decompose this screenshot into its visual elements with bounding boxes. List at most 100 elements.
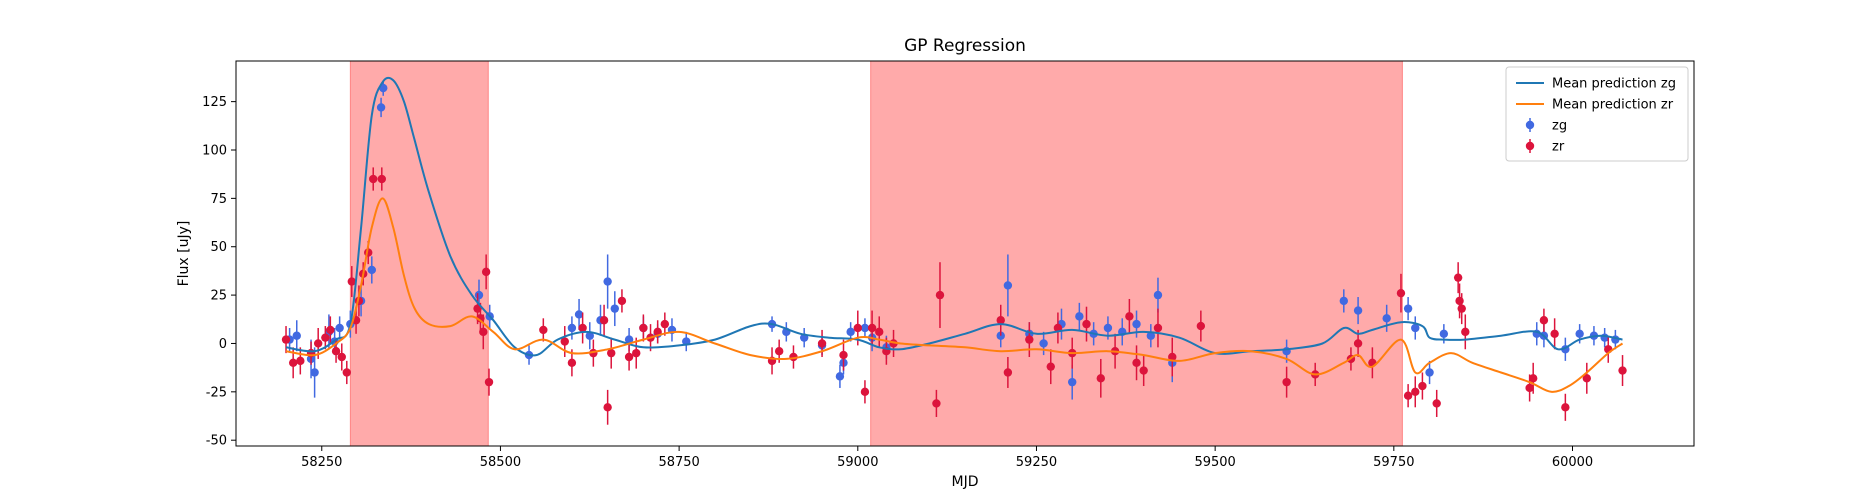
zr-point xyxy=(1132,358,1141,368)
y-tick-label: -25 xyxy=(206,385,227,400)
zg-point xyxy=(1039,339,1048,348)
y-tick-label: 50 xyxy=(210,240,227,255)
zr-point xyxy=(853,323,862,333)
zr-point xyxy=(1432,399,1441,408)
zr-point xyxy=(1125,312,1134,321)
zr-point xyxy=(617,296,627,306)
zg-point xyxy=(624,335,634,344)
zg-point xyxy=(1003,281,1013,290)
zg-point xyxy=(1353,306,1363,315)
zr-point xyxy=(484,377,494,387)
zg-point xyxy=(574,310,584,319)
zr-point xyxy=(1618,366,1627,375)
zr-point xyxy=(1411,387,1420,397)
zg-point xyxy=(310,368,319,377)
zg-point xyxy=(1575,329,1584,338)
mean-line-zr xyxy=(285,197,1624,393)
zr-point xyxy=(1003,368,1013,377)
mean-line-zg xyxy=(285,76,1623,357)
zr-point xyxy=(1461,327,1470,337)
shaded-region-1 xyxy=(349,60,489,447)
zr-point xyxy=(1139,366,1148,375)
x-tick-label: 58500 xyxy=(480,455,521,470)
zg-point xyxy=(292,331,301,340)
zr-point xyxy=(1457,304,1466,313)
zr-point xyxy=(481,267,491,277)
zg-point xyxy=(1075,312,1084,321)
zg-point xyxy=(846,327,855,337)
zr-point xyxy=(342,368,351,377)
zr-point xyxy=(1096,374,1105,383)
x-tick-label: 60000 xyxy=(1552,455,1593,470)
legend-entry-label: zr xyxy=(1552,140,1565,155)
zr-point xyxy=(624,352,634,362)
chart-title: GP Regression xyxy=(904,36,1026,56)
x-axis-ticks: 58250 58500 58750 59000 59250 59500 59750 60000 xyxy=(301,446,1593,470)
zr-point xyxy=(817,339,827,348)
y-tick-label: 75 xyxy=(210,192,227,207)
zg-point xyxy=(1403,304,1413,313)
zg-point xyxy=(376,103,386,112)
plot-frame xyxy=(235,60,1695,447)
zg-point xyxy=(1132,319,1141,329)
zr-point xyxy=(875,327,884,337)
y-tick-label: 25 xyxy=(210,289,227,304)
zr-point xyxy=(337,352,346,362)
zr-point xyxy=(369,174,378,184)
x-tick-label: 58250 xyxy=(301,455,342,470)
zr-point xyxy=(860,387,870,397)
y-tick-label: 0 xyxy=(219,337,227,352)
x-tick-label: 59250 xyxy=(1016,455,1057,470)
zr-point xyxy=(632,348,641,358)
zg-point xyxy=(1339,296,1348,306)
legend-marker-swatch xyxy=(1525,141,1535,151)
shaded-region-2 xyxy=(870,60,1403,447)
zr-point xyxy=(996,316,1005,325)
zr-point xyxy=(639,323,648,333)
zr-point xyxy=(1561,403,1570,412)
zr-point xyxy=(1396,288,1406,298)
zg-point xyxy=(1425,368,1434,377)
y-axis-ticks: -50 -25 0 25 50 75 100 125 xyxy=(202,95,236,449)
y-tick-label: 125 xyxy=(202,95,227,110)
zr-point xyxy=(603,403,612,412)
zr-point xyxy=(1196,321,1206,331)
zr-point xyxy=(567,358,577,368)
zg-point xyxy=(335,323,344,333)
zr-point xyxy=(560,337,569,346)
zr-point xyxy=(347,277,356,286)
zg-point xyxy=(1411,323,1420,333)
zr-point xyxy=(599,316,609,325)
legend-entry-label: Mean prediction zr xyxy=(1552,98,1674,113)
zr-point xyxy=(281,335,291,344)
legend-entry-label: Mean prediction zg xyxy=(1552,77,1676,92)
zr-point xyxy=(935,290,945,300)
x-tick-label: 59000 xyxy=(837,455,878,470)
zg-point xyxy=(1153,290,1163,300)
x-axis-label: MJD xyxy=(952,474,979,490)
zr-point xyxy=(479,327,488,337)
plot-series xyxy=(281,76,1627,425)
zr-point xyxy=(1353,339,1363,348)
zg-point xyxy=(1439,329,1449,338)
zg-point xyxy=(567,323,577,333)
series-zr xyxy=(281,167,1627,425)
zr-point xyxy=(1528,374,1538,383)
zr-point xyxy=(578,323,587,333)
zr-point xyxy=(1168,352,1177,362)
zg-point xyxy=(610,304,619,313)
zg-point xyxy=(367,265,376,275)
zr-point xyxy=(867,323,877,333)
zr-point xyxy=(288,358,298,368)
zr-point xyxy=(774,347,784,356)
zg-point xyxy=(474,290,484,300)
zr-point xyxy=(313,339,323,348)
legend-entry-label: zg xyxy=(1552,119,1567,134)
zr-point xyxy=(1153,323,1163,333)
zr-point xyxy=(321,333,330,342)
zr-point xyxy=(1539,316,1549,325)
zg-point xyxy=(1146,331,1156,340)
x-tick-label: 58750 xyxy=(658,455,699,470)
zr-point xyxy=(932,399,941,408)
